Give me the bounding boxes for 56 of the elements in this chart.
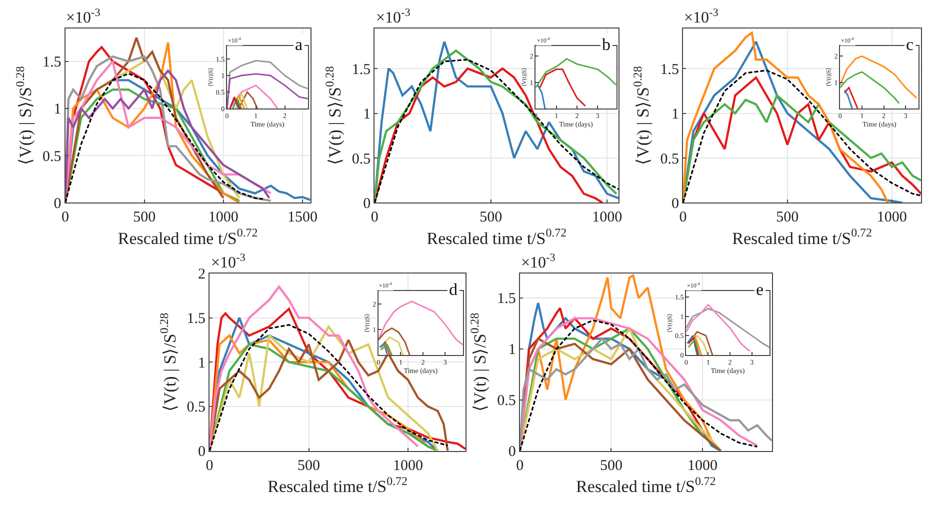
- y-tick-label: 1.5: [186, 311, 206, 328]
- x-axis-title: Rescaled time t/S$^{0.72}$: [268, 474, 408, 496]
- line-series: [840, 55, 918, 99]
- y-tick-label: 0: [508, 444, 516, 460]
- y-tick-label: 0: [198, 444, 206, 460]
- chart-title: b: [602, 35, 610, 54]
- text: ×10$^{-3}$: [66, 7, 101, 27]
- text: ×10$^{-3}$: [376, 7, 411, 27]
- x-tick-label: 1000: [688, 458, 718, 474]
- line-series: [229, 84, 278, 109]
- text: ×10$^{-3}$: [684, 7, 719, 27]
- line-series: [210, 286, 419, 451]
- y-tick-label: 1.5: [42, 54, 62, 71]
- line-series: [686, 304, 750, 352]
- x-axis-title: Rescaled time t/S$^{0.72}$: [118, 226, 258, 248]
- y-tick-label: 0.5: [352, 151, 371, 168]
- y-tick-label: 1.5: [497, 291, 516, 308]
- y-tick-label: 2: [198, 266, 206, 283]
- line-series: [686, 308, 770, 348]
- y-tick-label: 0.5: [660, 151, 679, 168]
- x-tick-label: 1000: [592, 210, 622, 226]
- chart-title: d: [449, 280, 458, 299]
- y-tick-label: 0.5: [186, 400, 206, 416]
- y-tick-label: 1.5: [352, 62, 371, 78]
- x-tick-label: 500: [776, 210, 799, 226]
- x-tick-label: 1000: [876, 210, 907, 226]
- x-tick-label: 1500: [287, 210, 318, 226]
- line-series: [378, 300, 463, 346]
- line-series: [539, 68, 586, 107]
- chart-title: c: [906, 35, 914, 54]
- line-series: [840, 71, 900, 104]
- x-tick-label: 500: [600, 458, 622, 474]
- y-tick-label: 0: [671, 196, 679, 212]
- x-tick-label: 1000: [208, 210, 238, 226]
- line-series: [210, 308, 466, 451]
- line-series: [378, 327, 410, 356]
- x-tick-label: 1000: [392, 458, 423, 474]
- y-tick-label: 0.5: [42, 148, 62, 165]
- x-axis-title: Rescaled time t/S$^{0.72}$: [576, 474, 716, 496]
- x-tick-label: 500: [298, 458, 320, 474]
- x-tick-label: 500: [480, 210, 502, 226]
- line-series: [227, 73, 308, 109]
- chart-title: a: [295, 35, 303, 54]
- x-axis-title: Rescaled time t/S$^{0.72}$: [426, 226, 567, 248]
- y-tick-label: 0.5: [497, 393, 516, 410]
- y-tick-label: 0: [54, 196, 62, 212]
- y-tick-label: 1.5: [660, 62, 679, 78]
- text: ×10$^{-3}$: [521, 252, 556, 272]
- text: ×10$^{-3}$: [211, 252, 246, 272]
- line-series: [844, 86, 858, 109]
- x-tick-label: 500: [133, 210, 156, 226]
- chart-title: e: [756, 280, 764, 299]
- line-series: [536, 58, 616, 88]
- x-axis-title: Rescaled time t/S$^{0.72}$: [732, 226, 872, 248]
- line-series: [65, 88, 240, 203]
- y-tick-label: 0: [363, 196, 371, 212]
